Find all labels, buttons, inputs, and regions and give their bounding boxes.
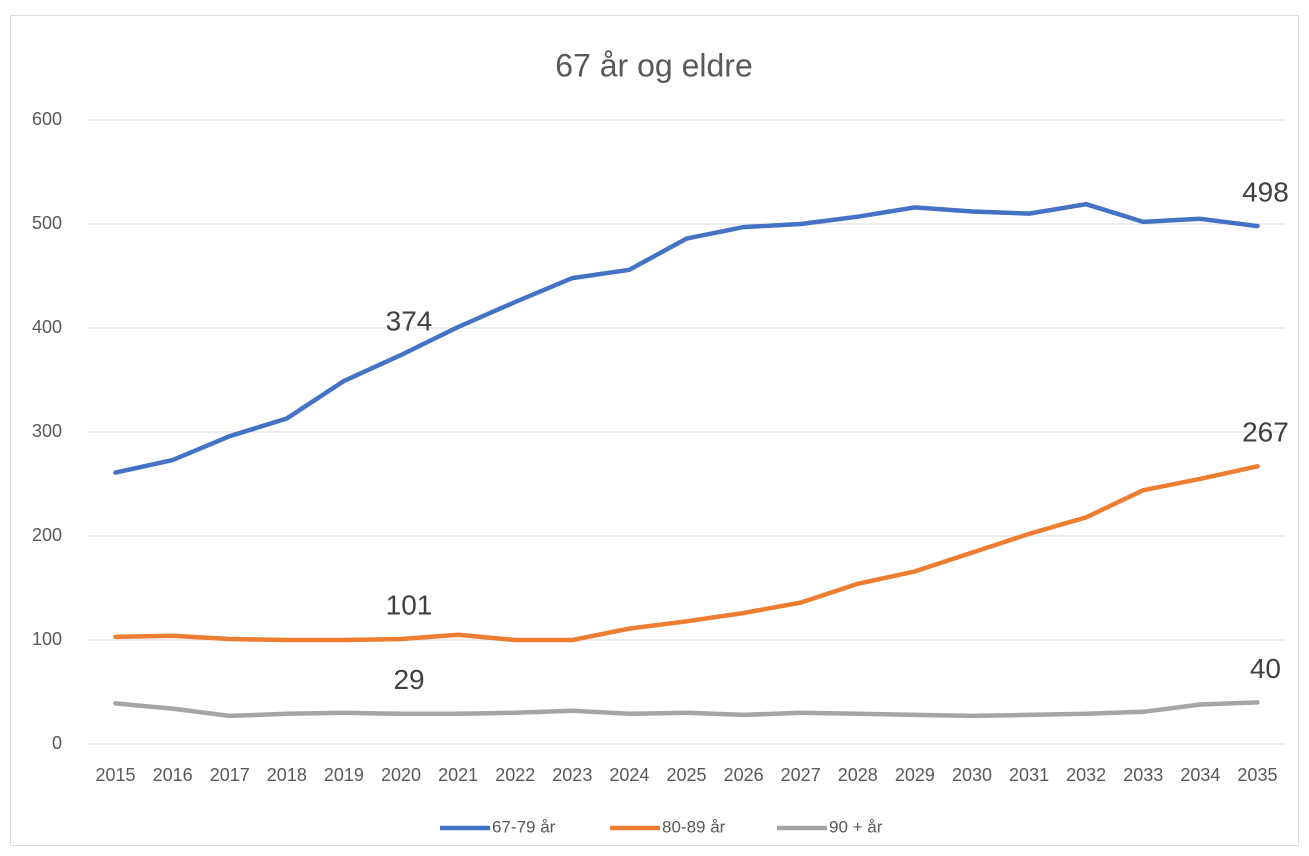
x-tick-label: 2021 [438,765,478,785]
data-label: 40 [1250,653,1281,684]
series-line [113,201,1260,475]
x-tick-label: 2032 [1066,765,1106,785]
x-tick-label: 2026 [724,765,764,785]
y-tick-label: 100 [32,629,62,649]
data-label: 498 [1242,176,1289,207]
x-tick-label: 2027 [781,765,821,785]
x-tick-label: 2017 [210,765,250,785]
y-tick-label: 200 [32,525,62,545]
x-tick-label: 2033 [1123,765,1163,785]
x-tick-label: 2015 [96,765,136,785]
x-tick-label: 2020 [381,765,421,785]
y-tick-label: 400 [32,317,62,337]
x-tick-label: 2031 [1009,765,1049,785]
x-tick-label: 2034 [1180,765,1220,785]
x-tick-label: 2023 [552,765,592,785]
series-line [113,464,1260,643]
x-tick-label: 2019 [324,765,364,785]
legend-label: 67-79 år [492,817,556,836]
x-tick-label: 2016 [153,765,193,785]
data-label: 101 [386,589,433,620]
data-label: 29 [393,664,424,695]
x-tick-label: 2028 [838,765,878,785]
x-tick-label: 2029 [895,765,935,785]
x-tick-label: 2035 [1237,765,1277,785]
y-tick-label: 300 [32,421,62,441]
series-line [113,700,1260,719]
chart-title: 67 år og eldre [555,47,752,83]
data-label: 374 [386,305,433,336]
x-tick-label: 2018 [267,765,307,785]
x-tick-label: 2030 [952,765,992,785]
x-tick-label: 2024 [609,765,649,785]
y-tick-label: 600 [32,109,62,129]
y-tick-label: 0 [52,733,62,753]
data-label: 267 [1242,417,1289,448]
x-tick-label: 2022 [495,765,535,785]
x-tick-label: 2025 [666,765,706,785]
chart-frame [10,15,1299,846]
y-tick-label: 500 [32,213,62,233]
legend-label: 90 + år [829,817,883,836]
legend-label: 80-89 år [662,817,726,836]
